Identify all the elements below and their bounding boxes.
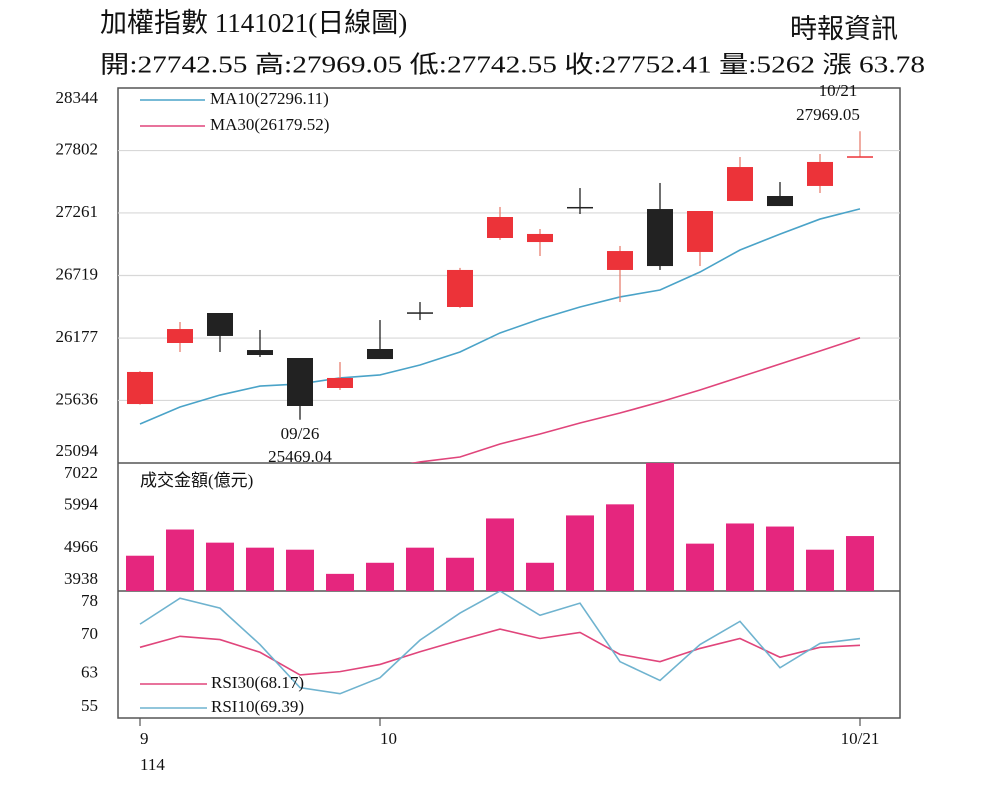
legend-label: MA10(27296.11) <box>210 89 329 108</box>
bar <box>406 547 434 591</box>
info-line: 開:27742.55 高:27969.05 低:27742.55 收:27752… <box>100 52 925 79</box>
y-tick-label: 25094 <box>56 441 99 460</box>
x-tick-label: 10 <box>380 729 397 748</box>
legend-label: RSI30(68.17) <box>211 673 304 692</box>
bar <box>686 543 714 591</box>
y-tick-label: 7022 <box>64 463 98 482</box>
x-tick-label: 9 <box>140 729 149 748</box>
annotation: 25469.04 <box>268 447 332 466</box>
candle-body <box>487 217 513 238</box>
y-tick-label: 28344 <box>56 88 99 107</box>
candle-body <box>367 349 393 360</box>
bar <box>126 555 154 591</box>
bar <box>206 542 234 591</box>
x-tick-label: 10/21 <box>841 729 880 748</box>
candle-body <box>287 358 313 406</box>
bar <box>166 529 194 591</box>
y-tick-label: 3938 <box>64 569 98 588</box>
y-tick-label: 78 <box>81 591 98 610</box>
y-tick-label: 27802 <box>56 139 99 158</box>
panel-title: 成交金額(億元) <box>140 471 253 490</box>
legend-label: MA30(26179.52) <box>210 115 329 134</box>
year-label: 114 <box>140 755 165 774</box>
candle-body <box>847 156 873 158</box>
y-tick-label: 25636 <box>56 389 99 408</box>
y-tick-label: 27261 <box>56 202 99 221</box>
bar <box>566 515 594 591</box>
candle-body <box>327 377 353 388</box>
candle-body <box>527 233 553 243</box>
annotation: 10/21 <box>819 81 858 100</box>
bar <box>646 463 674 591</box>
bar <box>366 562 394 591</box>
candle-body <box>687 211 713 252</box>
bar <box>246 547 274 591</box>
bar <box>486 518 514 591</box>
candle-body <box>407 312 433 314</box>
bar <box>526 562 554 591</box>
y-tick-label: 4966 <box>64 537 98 556</box>
candle-body <box>807 161 833 186</box>
bar <box>726 523 754 591</box>
bar <box>286 549 314 591</box>
bar <box>326 573 354 591</box>
y-tick-label: 63 <box>81 663 98 682</box>
y-tick-label: 55 <box>81 696 98 715</box>
candle-body <box>247 350 273 355</box>
bar <box>846 536 874 591</box>
chart-title: 加權指數 1141021(日線圖) <box>100 8 407 38</box>
y-tick-label: 26719 <box>56 264 99 283</box>
y-tick-label: 26177 <box>56 327 99 346</box>
source: 時報資訊 <box>790 14 898 44</box>
panel <box>126 463 874 591</box>
panel <box>139 591 861 695</box>
candle-body <box>767 196 793 207</box>
panel <box>127 131 873 463</box>
line <box>409 336 861 463</box>
bar <box>606 504 634 591</box>
candle-body <box>727 167 753 201</box>
y-tick-label: 70 <box>81 624 98 643</box>
bar <box>766 526 794 591</box>
candle-body <box>167 329 193 343</box>
line <box>139 628 861 676</box>
annotation: 09/26 <box>281 424 320 443</box>
bar <box>806 549 834 591</box>
frame <box>117 87 901 719</box>
candle-body <box>567 206 593 209</box>
y-tick-label: 5994 <box>64 495 99 514</box>
annotation: 27969.05 <box>796 105 860 124</box>
candle-body <box>127 371 153 405</box>
legend-label: RSI10(69.39) <box>211 697 304 716</box>
bar <box>446 557 474 591</box>
candle-body <box>647 209 673 267</box>
candle-body <box>607 251 633 270</box>
line <box>139 591 861 695</box>
candle-body <box>447 269 473 307</box>
candle-body <box>207 313 233 336</box>
line <box>139 208 861 425</box>
